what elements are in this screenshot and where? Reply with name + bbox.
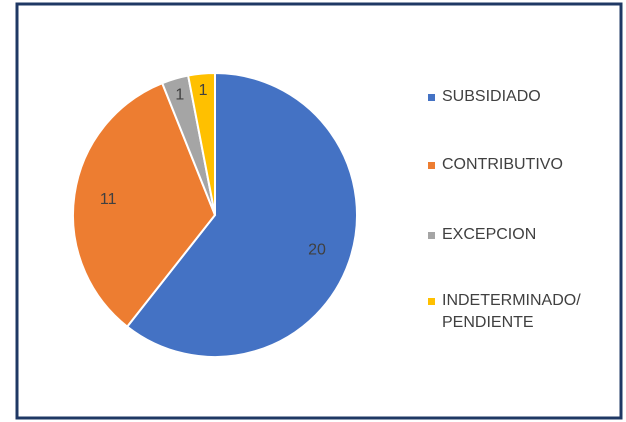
data-label: 11 (100, 191, 117, 208)
data-label: 20 (308, 242, 326, 259)
legend-item: INDETERMINADO/ PENDIENTE (428, 290, 612, 334)
legend-label: EXCEPCION (442, 226, 537, 243)
legend-item: EXCEPCION (428, 224, 612, 246)
legend-swatch (428, 94, 435, 101)
legend-label: CONTRIBUTIVO (442, 156, 563, 173)
legend-label: SUBSIDIADO (442, 88, 541, 105)
legend-swatch (428, 232, 435, 239)
pie-slice (72, 81, 217, 329)
data-label: 1 (199, 82, 208, 99)
legend-item: CONTRIBUTIVO (428, 154, 612, 176)
pie-slice (186, 71, 216, 216)
data-label: 1 (175, 86, 184, 103)
legend-label: INDETERMINADO/ PENDIENTE (442, 292, 581, 331)
pie-slice (125, 71, 358, 358)
legend-item: SUBSIDIADO (428, 86, 612, 108)
frame (15, 2, 623, 420)
legend-swatch (428, 298, 435, 305)
legend-swatch (428, 162, 435, 169)
